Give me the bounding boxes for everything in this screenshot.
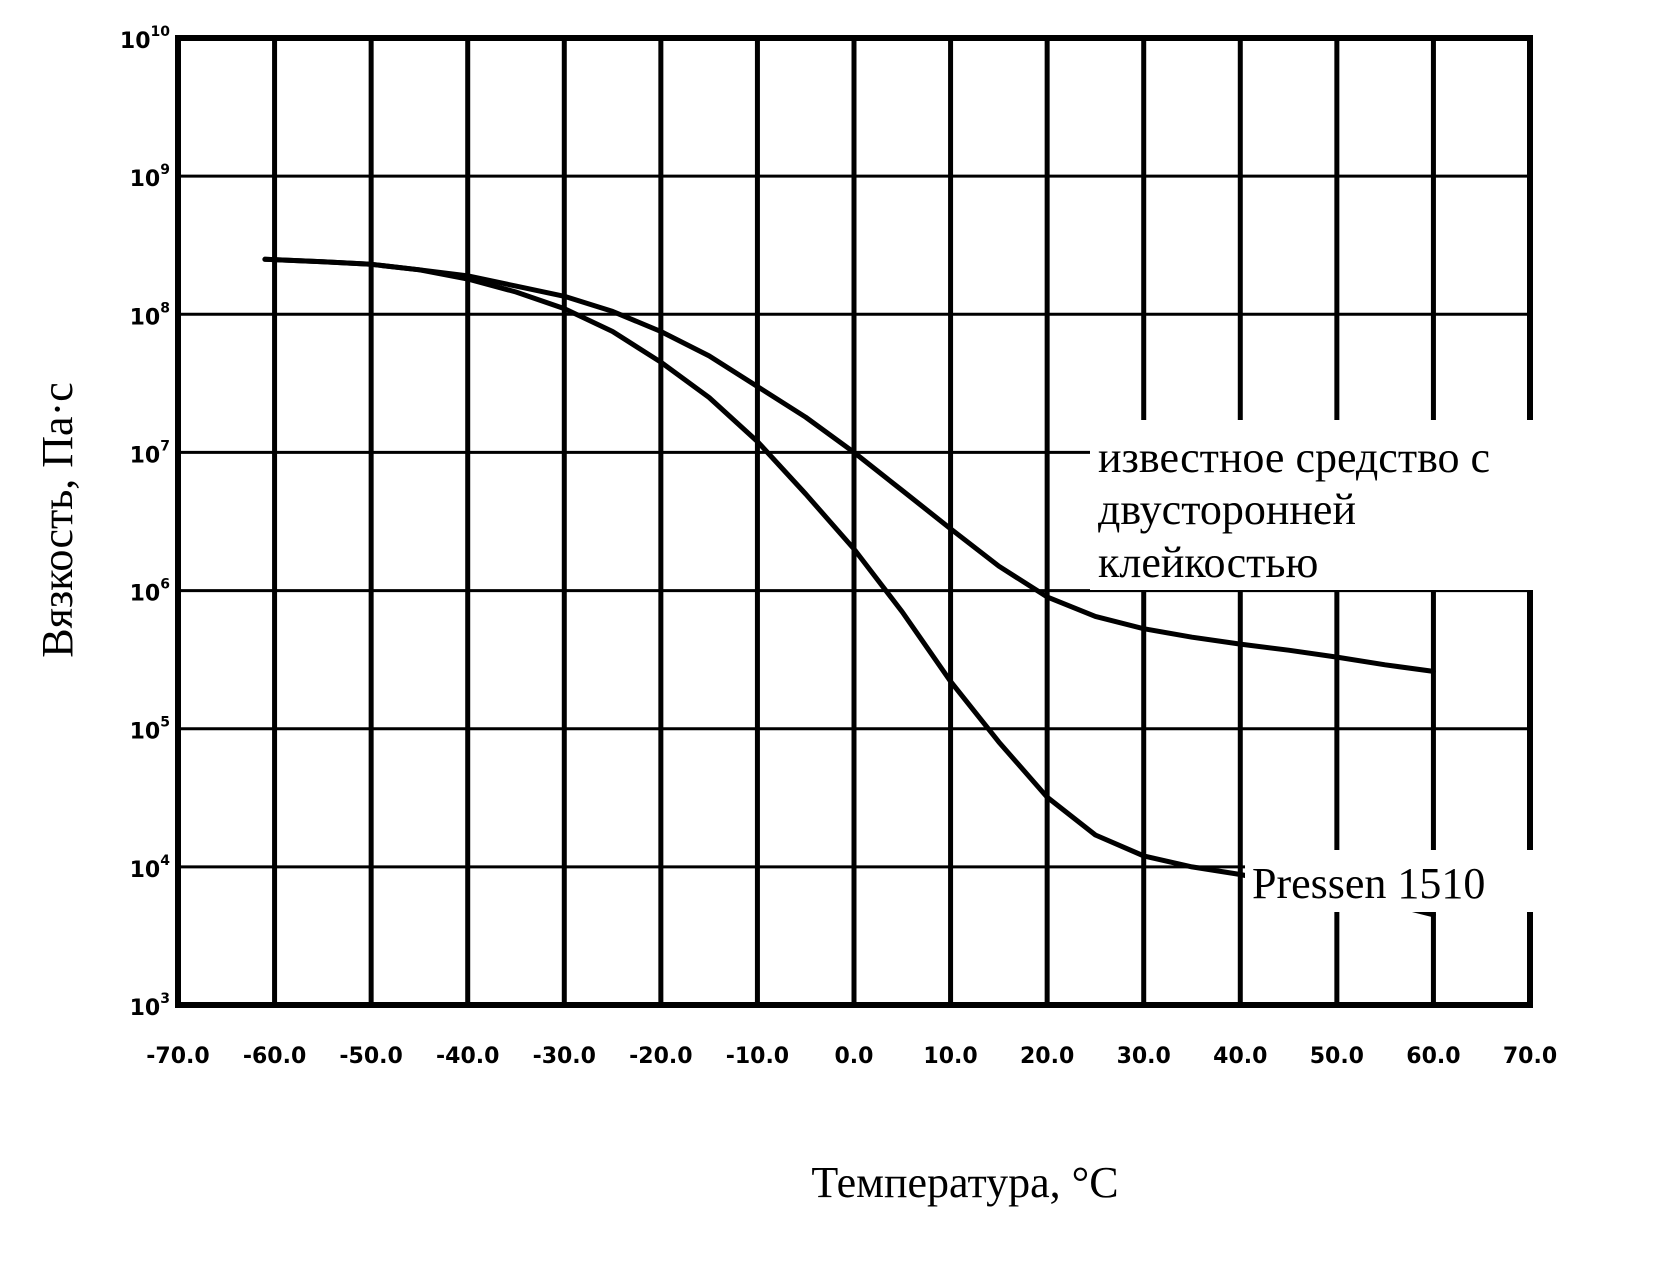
series-label-pressen-text: Pressen 1510: [1252, 859, 1485, 908]
series-label-line-3: клейкостью: [1098, 538, 1318, 587]
y-tick-label: 104: [130, 853, 171, 883]
x-tick-label: 60.0: [1406, 1044, 1460, 1069]
x-axis-title: Температура, °C: [811, 1158, 1118, 1207]
x-tick-label: -60.0: [243, 1044, 306, 1069]
x-tick-label: 30.0: [1117, 1044, 1171, 1069]
chart: -70.0 -60.0 -50.0 -40.0 -30.0 -20.0 -10.0 0.0 10…: [0, 0, 1676, 1264]
series-label-pressen: Pressen 1510: [1245, 850, 1550, 912]
y-tick-label: 108: [130, 300, 170, 330]
y-tick-label: 103: [130, 991, 170, 1021]
x-tick-label: 10.0: [923, 1044, 977, 1069]
x-tick-label: -70.0: [146, 1044, 209, 1069]
y-tick-label: 1010: [120, 24, 170, 54]
y-tick-label: 106: [130, 577, 170, 607]
y-axis-title: Вязкость, Па·с: [33, 382, 82, 658]
x-tick-label: 70.0: [1503, 1044, 1557, 1069]
x-tick-label: 40.0: [1213, 1044, 1267, 1069]
x-tick-label: -10.0: [726, 1044, 789, 1069]
series-label-known-tape: известное средство с двусторонней клейко…: [1090, 420, 1645, 590]
x-tick-label: 0.0: [835, 1044, 874, 1069]
x-tick-label: 50.0: [1310, 1044, 1364, 1069]
y-tick-label: 105: [130, 715, 170, 745]
series-label-line-2: двусторонней: [1098, 485, 1356, 534]
y-tick-label: 109: [130, 162, 170, 192]
x-tick-label: -50.0: [339, 1044, 402, 1069]
x-tick-label: 20.0: [1020, 1044, 1074, 1069]
x-tick-label: -30.0: [533, 1044, 596, 1069]
y-tick-label: 107: [130, 438, 170, 468]
x-tick-label: -40.0: [436, 1044, 499, 1069]
series-label-line-1: известное средство с: [1098, 433, 1490, 482]
x-tick-label: -20.0: [629, 1044, 692, 1069]
chart-svg: -70.0 -60.0 -50.0 -40.0 -30.0 -20.0 -10.0 0.0 10…: [0, 0, 1676, 1264]
